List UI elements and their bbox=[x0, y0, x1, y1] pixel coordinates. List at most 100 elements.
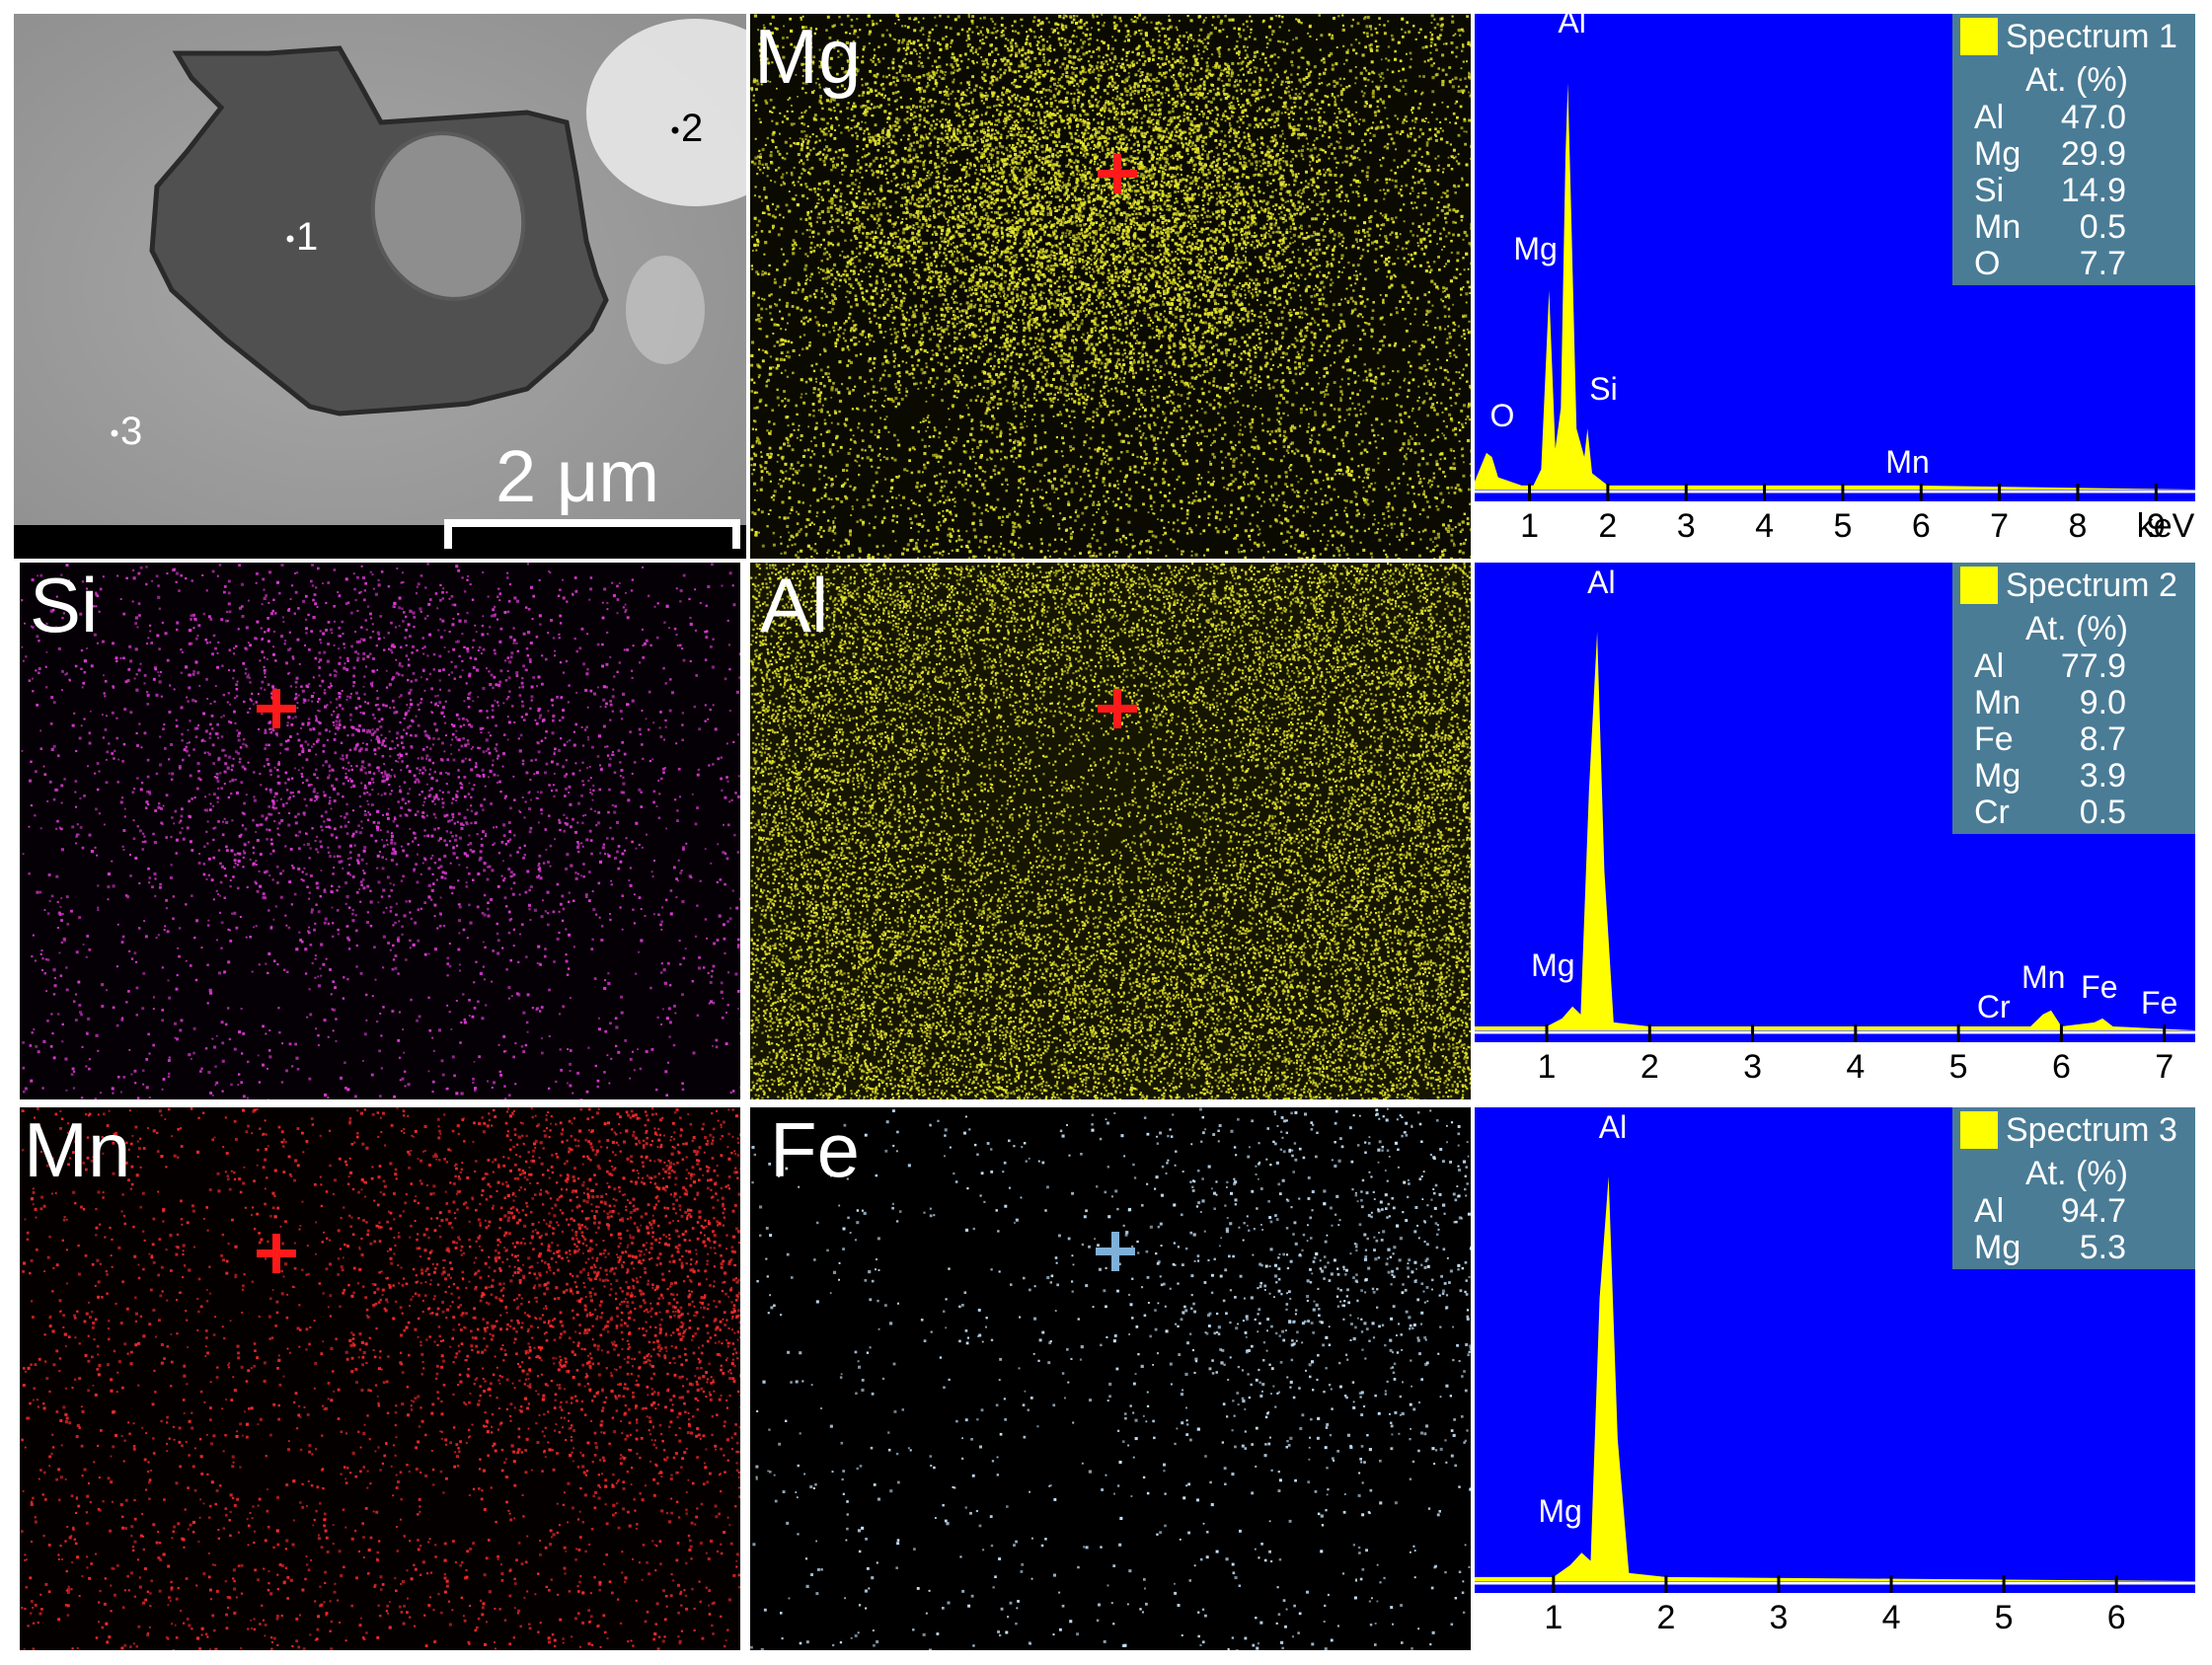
map-label-fe: Fe bbox=[770, 1111, 860, 1188]
x-tick-label: 5 bbox=[1995, 1601, 2014, 1634]
x-tick-label: 7 bbox=[1990, 509, 2009, 543]
x-tick-label: 6 bbox=[2107, 1601, 2126, 1634]
mg-map-dots bbox=[750, 14, 1471, 559]
atomic-percent: 8.7 bbox=[2080, 720, 2126, 759]
sem-image-panel: 1 2 3 2 μm bbox=[14, 14, 746, 559]
scale-bar-label: 2 μm bbox=[496, 440, 659, 513]
spectrum-panel-3: 1 2 3 4 5 6 Mg Al Spectrum 3 At. (%) Al 94.7 Mg 5… bbox=[1475, 1107, 2195, 1650]
bright-phase-region bbox=[586, 19, 746, 206]
map-label-al: Al bbox=[760, 567, 828, 643]
marker-cross-icon bbox=[1098, 689, 1137, 728]
element-symbol: O bbox=[1974, 245, 2000, 283]
peak-label: Fe bbox=[2081, 971, 2117, 1003]
x-axis-unit-label: keV bbox=[2137, 509, 2195, 543]
x-tick-label: 4 bbox=[1755, 509, 1774, 543]
peak-label: Mn bbox=[1885, 446, 1929, 478]
x-tick-label: 2 bbox=[1640, 1050, 1659, 1084]
peak-label: Al bbox=[1587, 567, 1615, 598]
peak-label: Fe bbox=[2141, 987, 2177, 1019]
spectrum-legend: Spectrum 1 bbox=[1952, 14, 2195, 59]
fe-map-dots bbox=[750, 1107, 1471, 1650]
peak-label: Al bbox=[1599, 1111, 1627, 1143]
spectrum-title: Spectrum 2 bbox=[2006, 567, 2177, 605]
x-tick-label: 7 bbox=[2155, 1050, 2174, 1084]
element-symbol: Si bbox=[1974, 172, 2004, 210]
composition-table: Spectrum 1 At. (%) Al 47.0 Mg 29.9 Si 14.9 M… bbox=[1952, 14, 2195, 285]
x-tick-label: 2 bbox=[1656, 1601, 1675, 1634]
peak-label: Mg bbox=[1513, 233, 1557, 265]
element-symbol: Mn bbox=[1974, 208, 2021, 247]
map-label-mn: Mn bbox=[24, 1111, 130, 1188]
x-tick-label: 1 bbox=[1538, 1050, 1557, 1084]
peak-label: Mg bbox=[1531, 949, 1574, 981]
spectrum-panel-2: 1 2 3 4 5 6 7 Mg Al Cr Mn Fe Fe Spectrum 2 At. (%) Al… bbox=[1475, 563, 2195, 1099]
marker-cross-icon bbox=[1098, 154, 1137, 193]
table-header: At. (%) bbox=[2025, 1155, 2128, 1193]
sem-info-bar bbox=[14, 525, 746, 559]
spectrum-title: Spectrum 3 bbox=[2006, 1111, 2177, 1150]
x-tick-label: 1 bbox=[1544, 1601, 1563, 1634]
marker-cross-icon bbox=[257, 689, 296, 728]
composition-table: Spectrum 3 At. (%) Al 94.7 Mg 5.3 bbox=[1952, 1107, 2195, 1269]
map-label-si: Si bbox=[30, 567, 98, 643]
element-symbol: Cr bbox=[1974, 794, 2010, 832]
map-panel-si: Si bbox=[20, 563, 740, 1099]
table-header: At. (%) bbox=[2025, 610, 2128, 648]
atomic-percent: 9.0 bbox=[2080, 684, 2126, 722]
element-symbol: Mn bbox=[1974, 684, 2021, 722]
x-tick-label: 4 bbox=[1882, 1601, 1901, 1634]
point-label-1: 1 bbox=[296, 217, 318, 257]
atomic-percent: 0.5 bbox=[2080, 794, 2126, 832]
table-header: At. (%) bbox=[2025, 61, 2128, 100]
point-label-2: 2 bbox=[681, 109, 703, 148]
marker-cross-icon bbox=[257, 1234, 296, 1273]
marker-cross-icon bbox=[1096, 1232, 1135, 1271]
atomic-percent: 77.9 bbox=[2061, 647, 2126, 686]
atomic-percent: 7.7 bbox=[2080, 245, 2126, 283]
point-label-3: 3 bbox=[120, 412, 142, 451]
atomic-percent: 0.5 bbox=[2080, 208, 2126, 247]
map-panel-al: Al bbox=[750, 563, 1471, 1099]
spectrum-title: Spectrum 1 bbox=[2006, 18, 2177, 56]
inner-inclusion bbox=[370, 131, 526, 301]
x-tick-label: 3 bbox=[1770, 1601, 1789, 1634]
x-tick-label: 3 bbox=[1677, 509, 1696, 543]
x-tick-label: 5 bbox=[1833, 509, 1852, 543]
atomic-percent: 29.9 bbox=[2061, 135, 2126, 174]
al-map-dots bbox=[750, 563, 1471, 1099]
element-symbol: Mg bbox=[1974, 757, 2021, 795]
element-symbol: Mg bbox=[1974, 135, 2021, 174]
peak-label: Mn bbox=[2021, 961, 2065, 993]
spectrum-legend: Spectrum 2 bbox=[1952, 563, 2195, 608]
legend-swatch bbox=[1960, 567, 1998, 604]
x-tick-label: 8 bbox=[2069, 509, 2088, 543]
peak-label: Cr bbox=[1977, 991, 2011, 1022]
element-symbol: Mg bbox=[1974, 1229, 2021, 1267]
legend-swatch bbox=[1960, 18, 1998, 55]
x-tick-label: 3 bbox=[1743, 1050, 1762, 1084]
atomic-percent: 3.9 bbox=[2080, 757, 2126, 795]
x-tick-label: 1 bbox=[1520, 509, 1539, 543]
spectrum-panel-1: 1 2 3 4 5 6 7 8 9 keV O Mg Al Si Mn Spectrum 1 At. (%)… bbox=[1475, 14, 2195, 559]
si-map-dots bbox=[21, 563, 740, 1099]
atomic-percent: 5.3 bbox=[2080, 1229, 2126, 1267]
peak-label: O bbox=[1489, 400, 1514, 431]
peak-label: Al bbox=[1558, 14, 1585, 38]
composition-table: Spectrum 2 At. (%) Al 77.9 Mn 9.0 Fe 8.7 Mg … bbox=[1952, 563, 2195, 834]
x-tick-label: 6 bbox=[2052, 1050, 2071, 1084]
legend-swatch bbox=[1960, 1111, 1998, 1149]
atomic-percent: 47.0 bbox=[2061, 99, 2126, 137]
element-symbol: Al bbox=[1974, 1192, 2004, 1231]
x-tick-label: 9 bbox=[2147, 509, 2166, 543]
element-symbol: Al bbox=[1974, 99, 2004, 137]
element-symbol: Fe bbox=[1974, 720, 2014, 759]
element-symbol: Al bbox=[1974, 647, 2004, 686]
mn-map-dots bbox=[21, 1107, 740, 1650]
atomic-percent: 14.9 bbox=[2061, 172, 2126, 210]
bright-phase-spot bbox=[626, 256, 705, 364]
x-tick-label: 2 bbox=[1598, 509, 1617, 543]
x-tick-label: 6 bbox=[1912, 509, 1931, 543]
atomic-percent: 94.7 bbox=[2061, 1192, 2126, 1231]
map-panel-mg: Mg bbox=[750, 14, 1471, 559]
x-tick-label: 5 bbox=[1949, 1050, 1968, 1084]
